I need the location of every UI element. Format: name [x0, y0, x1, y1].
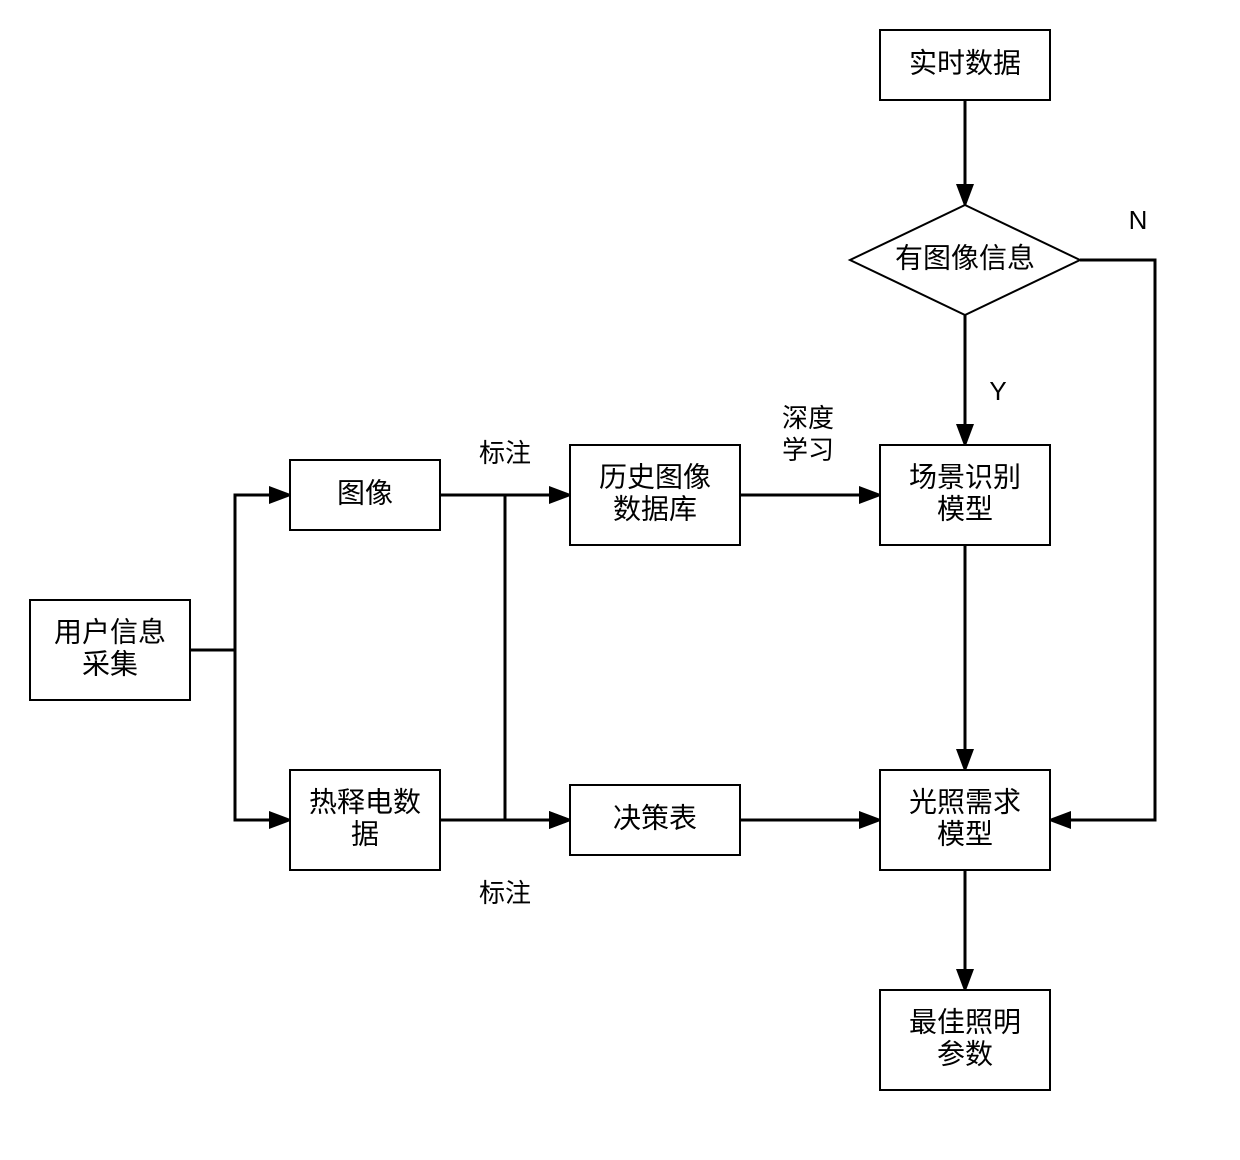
- edge-label-histdb-scene: 深度: [782, 403, 834, 433]
- node-image: 图像: [290, 460, 440, 530]
- edge-label-histdb-scene: 学习: [782, 435, 834, 465]
- node-decision: 决策表: [570, 785, 740, 855]
- node-bestparam-label: 参数: [937, 1038, 993, 1069]
- edge-histdb-decision: [505, 495, 570, 820]
- node-usercollect-label: 采集: [82, 648, 138, 679]
- node-realtime-label: 实时数据: [909, 47, 1021, 78]
- node-histdb-label: 数据库: [613, 493, 697, 524]
- node-bestparam-label: 最佳照明: [909, 1006, 1021, 1037]
- node-pyro-label: 据: [351, 818, 379, 849]
- edge-label-hasimage-lightreq: N: [1129, 205, 1148, 235]
- edge-label-image-histdb: 标注: [479, 438, 531, 468]
- edge-label-hasimage-scene: Y: [989, 376, 1006, 406]
- node-hasimage-label: 有图像信息: [895, 242, 1035, 273]
- node-histdb-label: 历史图像: [599, 461, 711, 492]
- edge-hasimage-lightreq: [1050, 260, 1155, 820]
- node-scene-label: 场景识别: [909, 461, 1021, 492]
- node-lightreq: 光照需求模型: [880, 770, 1050, 870]
- node-usercollect: 用户信息采集: [30, 600, 190, 700]
- node-histdb: 历史图像数据库: [570, 445, 740, 545]
- edge-label-pyro-decision: 标注: [479, 878, 531, 908]
- node-lightreq-label: 模型: [937, 818, 993, 849]
- node-lightreq-label: 光照需求: [909, 786, 1021, 817]
- node-usercollect-label: 用户信息: [54, 616, 166, 647]
- node-scene: 场景识别模型: [880, 445, 1050, 545]
- node-decision-label: 决策表: [613, 802, 697, 833]
- node-pyro: 热释电数据: [290, 770, 440, 870]
- node-pyro-label: 热释电数: [309, 786, 421, 817]
- node-hasimage: 有图像信息: [850, 205, 1080, 315]
- flowchart-diagram: YN标注标注深度学习实时数据有图像信息用户信息采集图像热释电数据历史图像数据库决…: [0, 0, 1240, 1160]
- edge-usercollect-image: [190, 495, 290, 650]
- node-bestparam: 最佳照明参数: [880, 990, 1050, 1090]
- node-realtime: 实时数据: [880, 30, 1050, 100]
- node-image-label: 图像: [337, 477, 393, 508]
- edge-usercollect-pyro: [190, 650, 290, 820]
- node-scene-label: 模型: [937, 493, 993, 524]
- nodes-layer: 实时数据有图像信息用户信息采集图像热释电数据历史图像数据库决策表场景识别模型光照…: [30, 30, 1080, 1090]
